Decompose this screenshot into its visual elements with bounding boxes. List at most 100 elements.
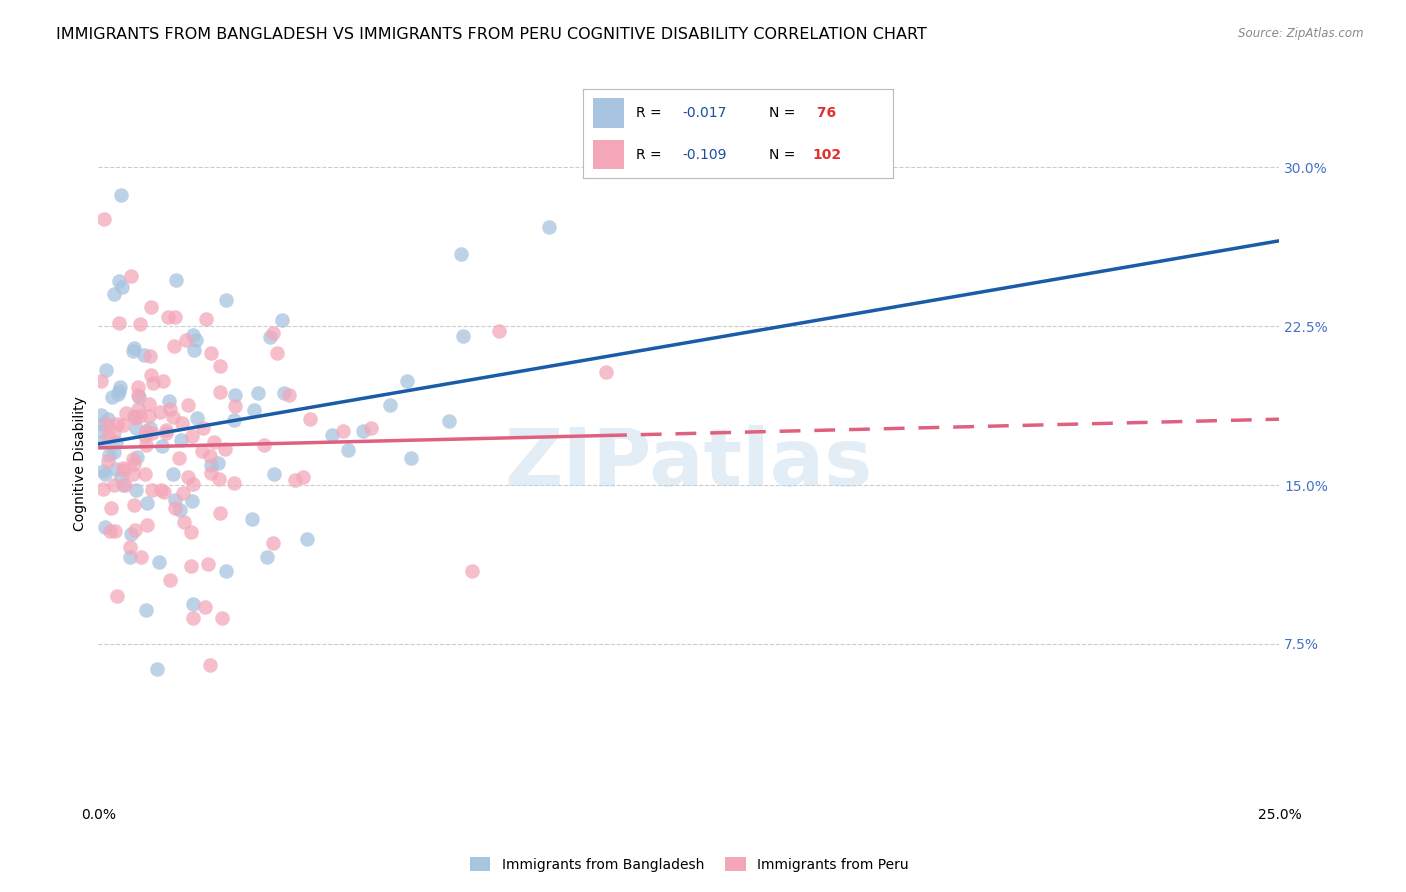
Point [200, 466, 222, 480]
Point [107, 387, 129, 401]
Point [97, 411, 120, 425]
Point [98, 524, 121, 538]
Point [142, 376, 165, 391]
Point [98, 448, 121, 462]
Point [108, 380, 131, 394]
Point [114, 477, 136, 491]
Legend: Immigrants from Bangladesh, Immigrants from Peru: Immigrants from Bangladesh, Immigrants f… [464, 851, 914, 877]
Point [215, 564, 238, 578]
Point [180, 559, 202, 574]
Text: R =: R = [636, 148, 666, 161]
Point [129, 550, 152, 565]
Point [163, 501, 186, 516]
Point [121, 467, 143, 481]
Point [595, 365, 617, 379]
Point [91, 417, 114, 431]
Point [162, 410, 184, 425]
Point [170, 416, 193, 430]
Point [360, 421, 382, 435]
Point [103, 445, 125, 459]
Point [134, 348, 156, 362]
Point [120, 541, 142, 555]
Point [103, 425, 125, 439]
Point [91, 435, 114, 450]
FancyBboxPatch shape [593, 98, 624, 128]
Point [165, 272, 187, 286]
Point [127, 387, 149, 401]
Point [208, 359, 231, 373]
Point [165, 310, 187, 325]
Point [111, 417, 134, 432]
Point [273, 386, 295, 401]
Point [90, 408, 112, 422]
Point [198, 658, 221, 673]
Point [200, 346, 222, 360]
Point [111, 460, 134, 475]
Point [101, 390, 124, 404]
Point [211, 610, 233, 624]
Point [100, 500, 122, 515]
Point [336, 442, 359, 457]
Point [114, 463, 136, 477]
Point [191, 420, 214, 434]
Point [97, 429, 120, 443]
Point [135, 603, 157, 617]
Point [103, 286, 125, 301]
Point [155, 423, 177, 437]
Point [90, 374, 112, 388]
Point [262, 536, 284, 550]
Point [180, 494, 202, 508]
Point [114, 406, 136, 420]
Point [93, 211, 115, 226]
Point [321, 427, 343, 442]
Point [110, 188, 132, 202]
Point [124, 498, 146, 512]
Point [112, 477, 135, 491]
Point [259, 329, 281, 343]
Point [122, 341, 145, 355]
Point [207, 472, 229, 486]
Point [263, 467, 285, 481]
Point [224, 399, 246, 413]
Point [451, 329, 474, 343]
Point [141, 425, 163, 440]
Point [167, 451, 190, 466]
Point [401, 450, 423, 465]
Point [193, 600, 215, 615]
Point [122, 457, 145, 471]
Point [124, 410, 146, 425]
Text: 102: 102 [813, 148, 842, 161]
Point [136, 496, 159, 510]
Point [105, 462, 128, 476]
Point [191, 444, 214, 458]
Point [96, 454, 118, 468]
Point [141, 483, 163, 497]
Point [125, 421, 148, 435]
Point [108, 384, 131, 398]
Point [247, 386, 270, 401]
Point [107, 417, 129, 431]
Point [120, 268, 142, 283]
Point [134, 467, 156, 482]
Point [135, 437, 157, 451]
Point [181, 327, 204, 342]
Point [159, 402, 181, 417]
Point [262, 326, 284, 340]
Point [537, 219, 560, 234]
Text: N =: N = [769, 106, 800, 120]
Point [173, 516, 195, 530]
Point [183, 476, 205, 491]
Point [129, 317, 152, 331]
Point [214, 442, 236, 456]
Point [461, 564, 484, 578]
Point [256, 550, 278, 565]
Point [153, 485, 176, 500]
Point [152, 374, 174, 388]
Point [128, 390, 150, 404]
Point [176, 398, 198, 412]
Point [90, 424, 112, 438]
Point [120, 526, 142, 541]
Point [437, 413, 460, 427]
Point [159, 574, 181, 588]
Text: Source: ZipAtlas.com: Source: ZipAtlas.com [1239, 27, 1364, 40]
